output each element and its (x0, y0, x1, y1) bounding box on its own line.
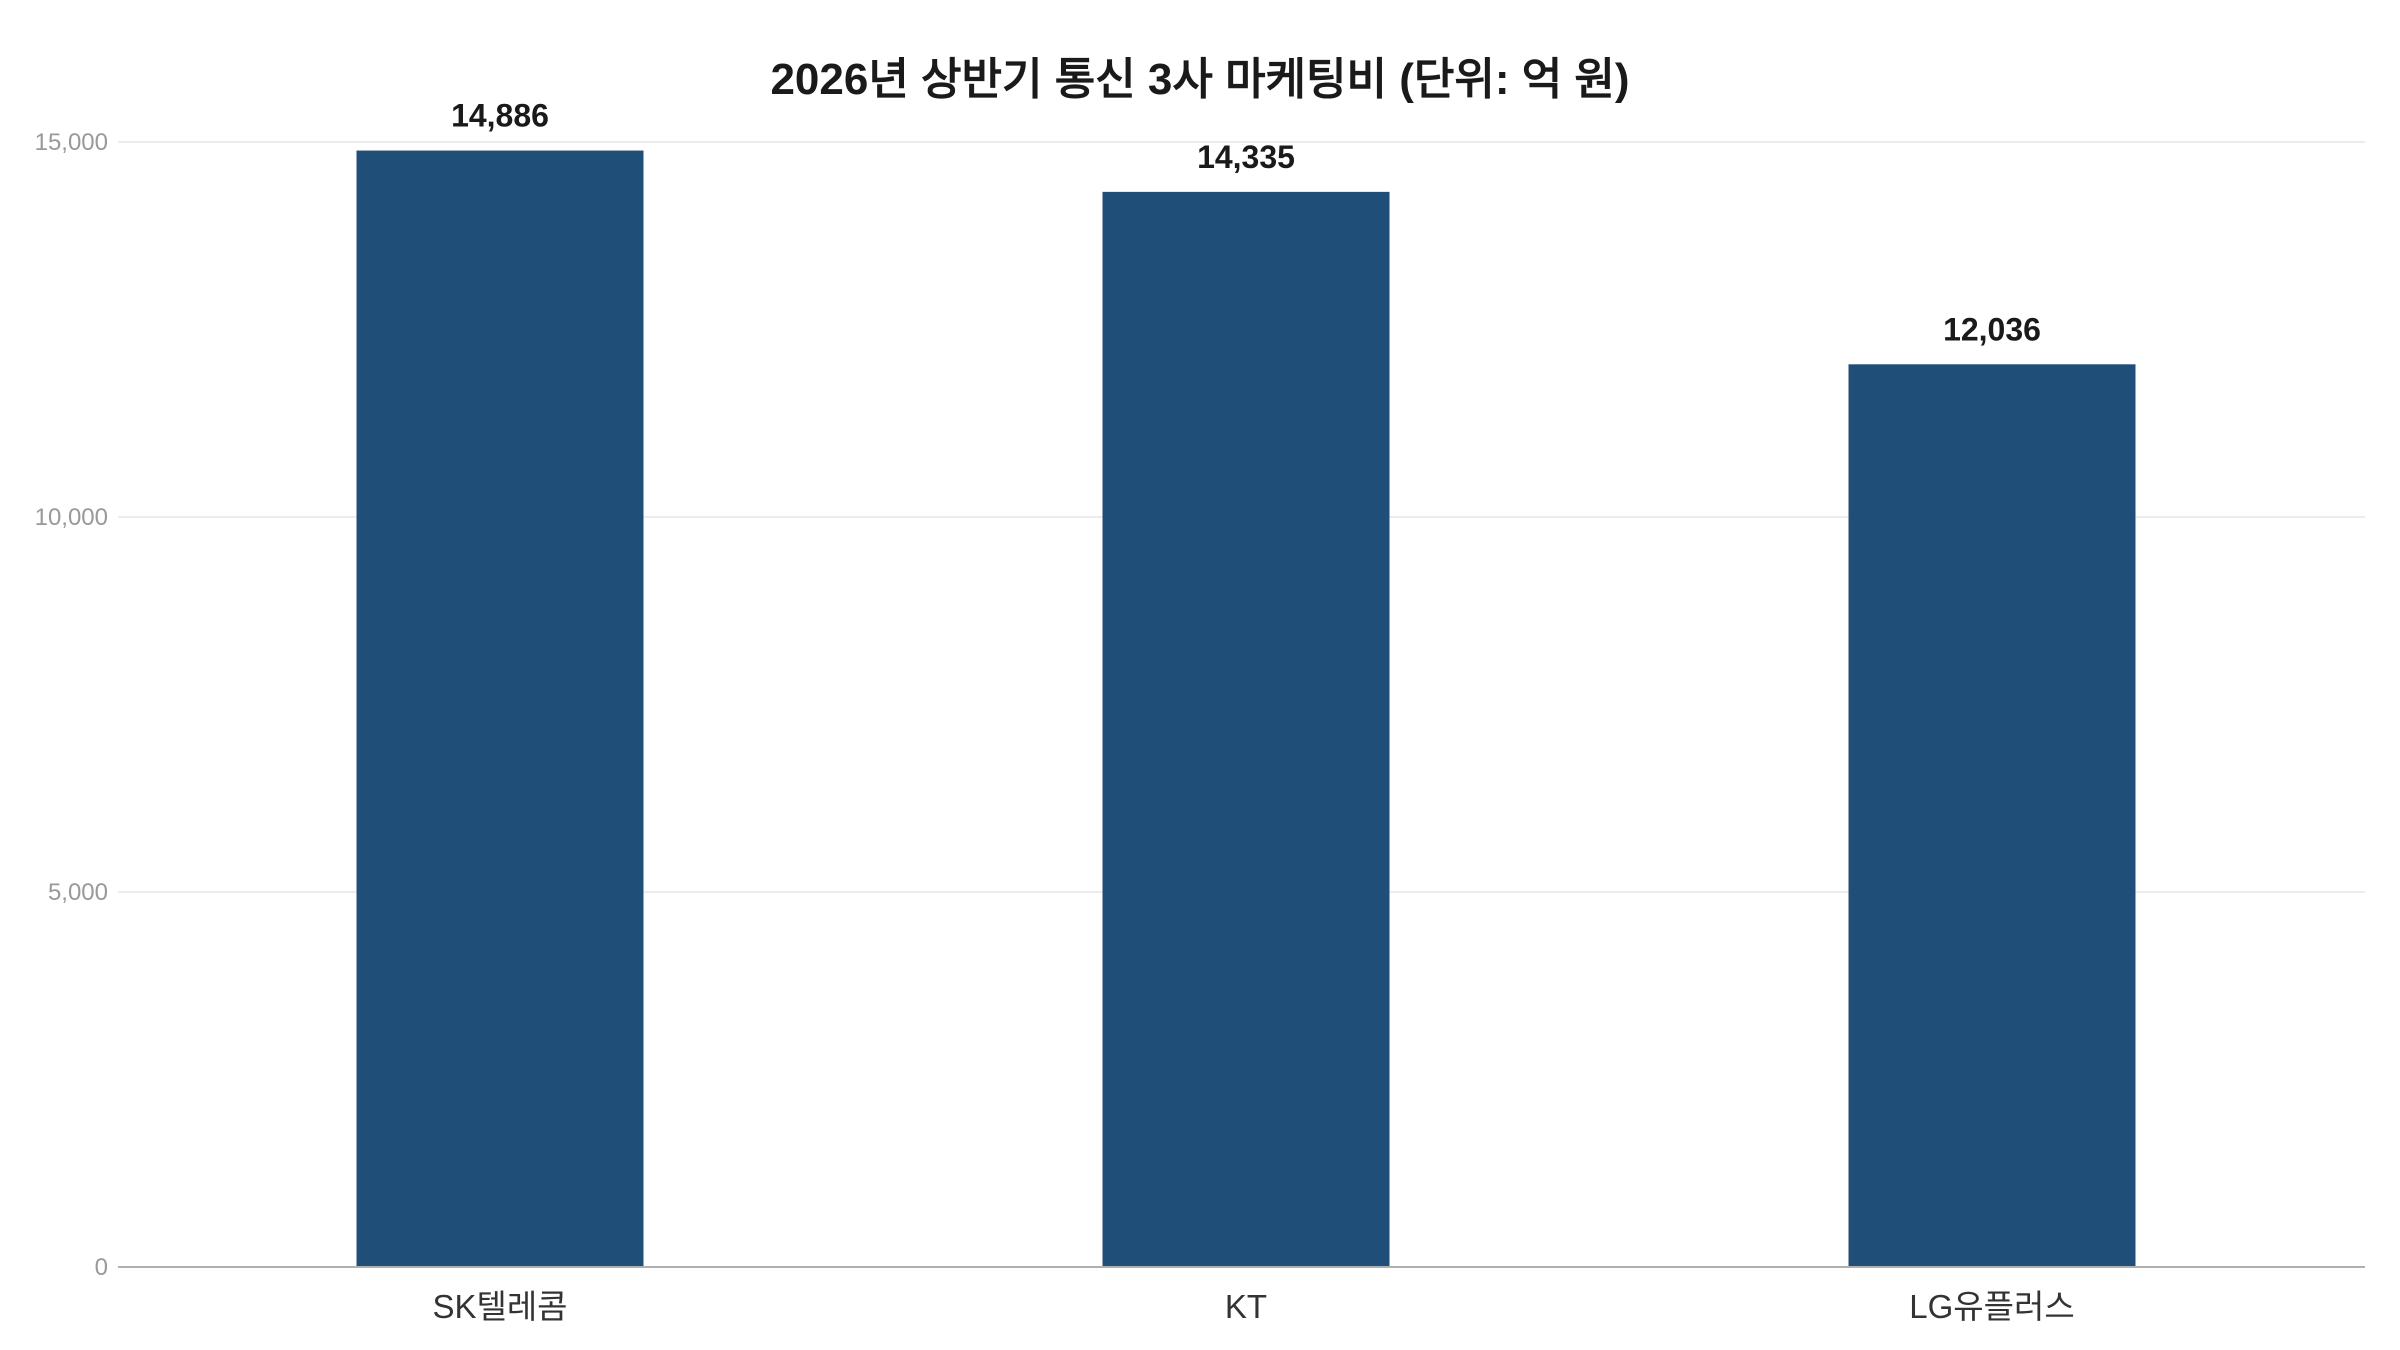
x-tick-label: LG유플러스 (1909, 1288, 2074, 1325)
bar (356, 150, 644, 1267)
bars (356, 150, 2136, 1267)
x-tick-label: KT (1225, 1288, 1267, 1325)
bar-value-label: 12,036 (1943, 311, 2041, 347)
y-axis-ticks: 0 5,000 10,000 15,000 (35, 129, 108, 1281)
y-tick-label: 15,000 (35, 129, 108, 156)
bar (1102, 191, 1390, 1267)
bar-value-label: 14,886 (451, 98, 549, 134)
x-axis-ticks: SK텔레콤 KT LG유플러스 (432, 1288, 2074, 1325)
y-tick-label: 5,000 (48, 879, 108, 906)
y-tick-label: 10,000 (35, 504, 108, 531)
y-tick-label: 0 (95, 1254, 108, 1281)
chart-title: 2026년 상반기 통신 3사 마케팅비 (단위: 억 원) (770, 55, 1629, 104)
bar (1848, 364, 2136, 1267)
x-tick-label: SK텔레콤 (432, 1288, 567, 1325)
value-labels: 14,886 14,335 12,036 (451, 98, 2041, 348)
bar-value-label: 14,335 (1197, 139, 1295, 175)
